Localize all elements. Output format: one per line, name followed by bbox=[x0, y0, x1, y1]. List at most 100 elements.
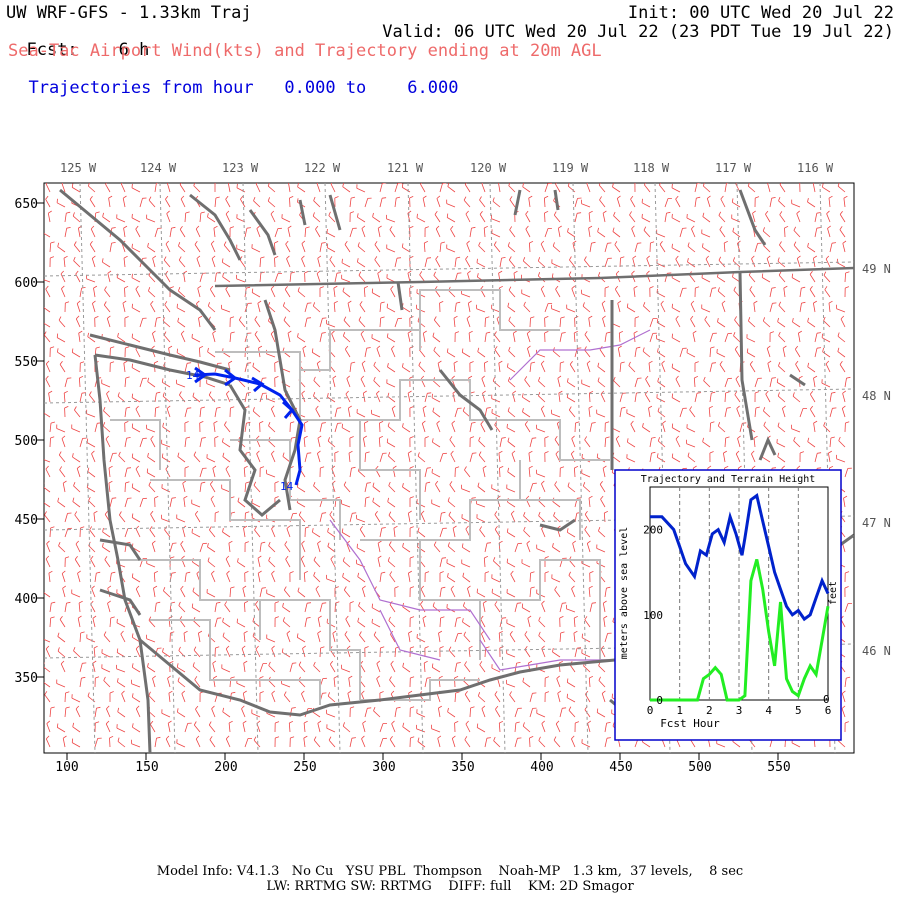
wind-barb bbox=[184, 212, 187, 223]
wind-barb bbox=[244, 423, 247, 433]
hour-to-word: to bbox=[345, 78, 367, 98]
wind-barb bbox=[617, 303, 621, 313]
wind-barb bbox=[402, 366, 411, 373]
wind-barb bbox=[493, 560, 501, 568]
wind-barb bbox=[484, 408, 488, 418]
wind-barb bbox=[508, 185, 516, 193]
wind-barb-flag bbox=[297, 587, 300, 592]
wind-barb bbox=[446, 562, 456, 568]
wind-barb-flag bbox=[597, 227, 599, 232]
wind-barb bbox=[349, 228, 354, 238]
wind-barb bbox=[825, 363, 831, 373]
wind-barb bbox=[267, 185, 276, 193]
wind-barb-flag bbox=[183, 270, 188, 274]
wind-barb-flag bbox=[167, 720, 172, 724]
wind-barb-flag bbox=[450, 450, 454, 455]
wind-barb bbox=[131, 307, 141, 313]
wind-barb bbox=[101, 383, 111, 388]
wind-barb bbox=[46, 723, 51, 733]
wind-barb bbox=[364, 198, 369, 208]
wind-barb bbox=[604, 633, 608, 643]
wind-barb bbox=[659, 184, 666, 193]
wind-barb bbox=[135, 468, 141, 478]
wind-barb bbox=[194, 679, 201, 688]
wind-barb-flag bbox=[544, 571, 549, 574]
wind-barb bbox=[225, 648, 231, 658]
wind-barb bbox=[358, 275, 366, 283]
wind-barb bbox=[778, 274, 786, 283]
wind-barb-flag bbox=[783, 285, 788, 289]
wind-barb-flag bbox=[771, 377, 776, 379]
wind-barb bbox=[379, 183, 383, 193]
wind-barb-flag bbox=[408, 570, 413, 574]
wind-barb-flag bbox=[196, 300, 200, 304]
init-time: Init: 00 UTC Wed 20 Jul 22 bbox=[627, 3, 894, 23]
wind-barb bbox=[132, 577, 141, 583]
wind-barb-flag bbox=[720, 195, 724, 200]
wind-barb bbox=[59, 364, 66, 373]
wind-barb-flag bbox=[516, 662, 521, 664]
wind-barb bbox=[436, 423, 441, 433]
wind-barb-flag bbox=[671, 393, 674, 398]
wind-barb-flag bbox=[734, 391, 738, 395]
wind-barb bbox=[495, 709, 501, 718]
wind-barb-flag bbox=[161, 453, 164, 458]
wind-barb-flag bbox=[599, 480, 603, 485]
wind-barb bbox=[523, 305, 531, 313]
rivers bbox=[329, 329, 651, 671]
wind-barb bbox=[709, 393, 712, 403]
wind-barb bbox=[152, 333, 156, 343]
wind-barb-flag bbox=[108, 480, 113, 484]
wind-barb-flag bbox=[528, 450, 533, 454]
wind-barb-flag bbox=[178, 646, 181, 651]
wind-barb-flag bbox=[327, 437, 330, 442]
wind-barb bbox=[333, 302, 336, 313]
wind-barb bbox=[484, 333, 487, 343]
wind-barb bbox=[506, 683, 516, 688]
wind-barb bbox=[573, 633, 576, 643]
lon-label: 122 W bbox=[304, 161, 341, 175]
wind-barb bbox=[363, 438, 366, 448]
wind-barb bbox=[162, 381, 171, 388]
wind-barb bbox=[614, 244, 621, 253]
wind-barb-flag bbox=[105, 720, 110, 725]
wind-barb-flag bbox=[362, 720, 367, 724]
wind-barb bbox=[793, 244, 801, 253]
wind-barb-flag bbox=[845, 421, 850, 424]
wind-barb bbox=[447, 186, 456, 193]
wind-barb-flag bbox=[168, 690, 173, 694]
wind-barb-flag bbox=[409, 526, 414, 529]
wind-barb bbox=[283, 305, 291, 313]
wind-barb bbox=[589, 392, 591, 403]
wind-barb-flag bbox=[627, 438, 629, 443]
wind-barb bbox=[271, 693, 276, 703]
wind-barb bbox=[132, 517, 141, 523]
wind-barb bbox=[91, 453, 96, 463]
wind-barb bbox=[241, 708, 246, 718]
wind-barb-flag bbox=[171, 601, 176, 604]
wind-barb bbox=[289, 663, 293, 673]
wind-barb bbox=[301, 243, 306, 253]
wind-barb-flag bbox=[182, 480, 187, 484]
wind-barb-flag bbox=[341, 528, 344, 533]
wind-barb bbox=[131, 743, 141, 748]
wind-barb-flag bbox=[71, 183, 74, 188]
wind-barb-flag bbox=[725, 391, 730, 394]
wind-barb bbox=[342, 576, 351, 583]
wind-barb bbox=[694, 183, 698, 193]
wind-barb-flag bbox=[611, 693, 613, 698]
wind-barb bbox=[94, 708, 97, 718]
wind-barb bbox=[528, 467, 531, 478]
wind-barb bbox=[274, 273, 279, 283]
wind-barb bbox=[778, 335, 786, 343]
wind-barb bbox=[330, 183, 336, 193]
wind-barb-flag bbox=[58, 316, 62, 321]
wind-barb bbox=[555, 184, 561, 193]
wind-barb-flag bbox=[361, 360, 366, 364]
wind-barb-flag bbox=[358, 316, 362, 321]
wind-barb-flag bbox=[566, 693, 568, 698]
wind-barb-flag bbox=[477, 273, 479, 278]
wind-barb bbox=[840, 318, 846, 328]
wind-barb bbox=[139, 438, 144, 448]
wind-barb bbox=[703, 380, 711, 388]
